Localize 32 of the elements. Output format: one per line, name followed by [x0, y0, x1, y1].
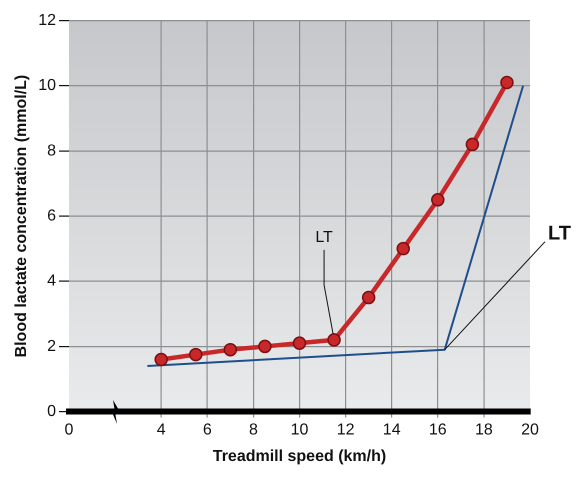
y-tick-label: 4 [47, 272, 56, 290]
point [466, 138, 480, 152]
y-tick-label: 2 [47, 338, 56, 355]
y-tick-label: 8 [47, 142, 56, 160]
y-axis-title: Blood lactate concentration (mmol/L) [13, 74, 30, 358]
x-tick-label: 4 [156, 422, 166, 439]
x-axis-title: Treadmill speed (km/h) [212, 448, 386, 465]
x-tick-label: 12 [336, 422, 355, 439]
y-tick-label: 10 [38, 77, 56, 94]
annotation: LT [548, 222, 571, 245]
point [258, 340, 272, 354]
point [189, 348, 203, 362]
x-tick-label: 14 [382, 422, 401, 439]
point [396, 242, 410, 256]
x-tick-label: 20 [521, 422, 539, 439]
y-tick-label: 6 [47, 208, 56, 225]
point [500, 76, 514, 90]
x-tick-label: 10 [290, 422, 308, 439]
x-tick-label: 16 [428, 422, 447, 439]
point [224, 342, 238, 356]
y-tick-label: 12 [38, 12, 56, 30]
annotation: LT [315, 228, 334, 246]
x-tick-label: 0 [64, 422, 74, 439]
x-tick-label: 18 [475, 422, 493, 439]
point [154, 352, 168, 366]
x-tick-label: 8 [248, 422, 258, 439]
y-tick-label: 0 [47, 403, 56, 420]
point [327, 333, 341, 347]
point [431, 193, 445, 207]
point [292, 336, 306, 350]
x-tick-label: 6 [202, 422, 212, 439]
point [362, 290, 376, 304]
